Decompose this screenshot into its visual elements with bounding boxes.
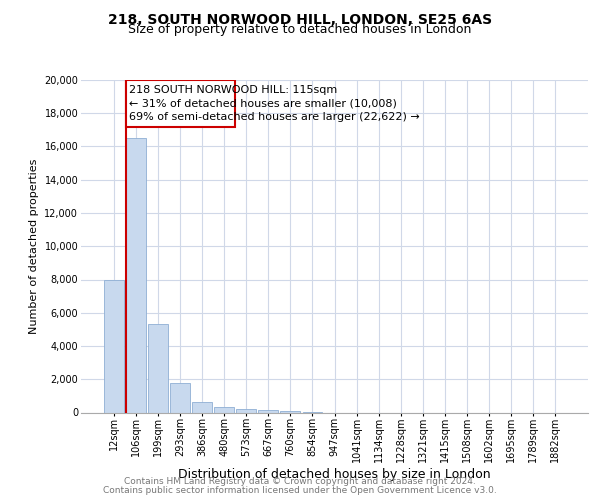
X-axis label: Distribution of detached houses by size in London: Distribution of detached houses by size … [178, 468, 491, 480]
Bar [259, 410, 278, 412]
Bar [170, 384, 190, 412]
Bar [280, 411, 301, 412]
Bar [192, 402, 212, 412]
Bar [104, 280, 124, 412]
Text: ← 31% of detached houses are smaller (10,008): ← 31% of detached houses are smaller (10… [129, 98, 397, 108]
Bar [126, 138, 146, 412]
Text: 218 SOUTH NORWOOD HILL: 115sqm: 218 SOUTH NORWOOD HILL: 115sqm [129, 85, 337, 95]
Bar [214, 406, 234, 412]
Text: Size of property relative to detached houses in London: Size of property relative to detached ho… [128, 22, 472, 36]
Bar [126, 80, 235, 126]
Text: Contains HM Land Registry data © Crown copyright and database right 2024.: Contains HM Land Registry data © Crown c… [124, 477, 476, 486]
Text: 69% of semi-detached houses are larger (22,622) →: 69% of semi-detached houses are larger (… [129, 112, 419, 122]
Y-axis label: Number of detached properties: Number of detached properties [29, 158, 39, 334]
Text: Contains public sector information licensed under the Open Government Licence v3: Contains public sector information licen… [103, 486, 497, 495]
Bar [236, 409, 256, 412]
Text: 218, SOUTH NORWOOD HILL, LONDON, SE25 6AS: 218, SOUTH NORWOOD HILL, LONDON, SE25 6A… [108, 12, 492, 26]
Bar [148, 324, 168, 412]
